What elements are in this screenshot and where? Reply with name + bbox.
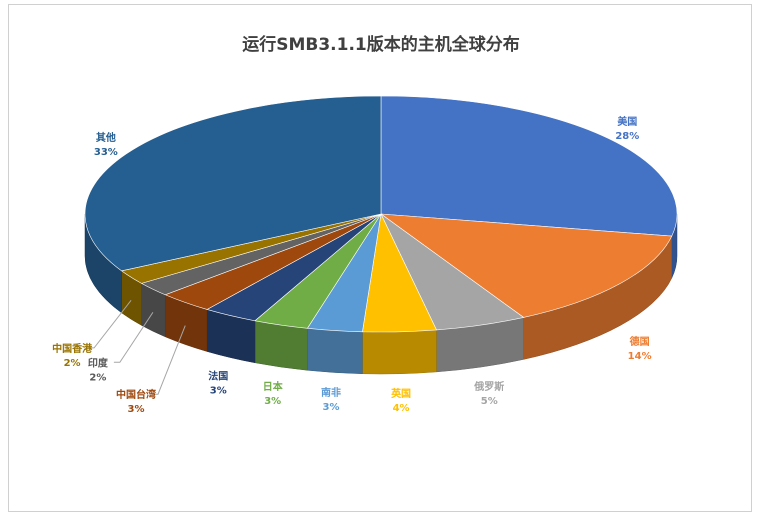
slice-value-5: 3% — [264, 396, 281, 407]
slice-value-2: 5% — [481, 396, 498, 407]
slice-value-9: 2% — [64, 358, 81, 369]
slice-label-2: 俄罗斯 — [473, 380, 504, 393]
slice-label-10: 其他 — [96, 131, 116, 144]
slice-value-6: 3% — [210, 386, 227, 397]
slice-label-9: 中国香港 — [52, 342, 93, 355]
chart-title: 运行SMB3.1.1版本的主机全球分布 — [242, 35, 520, 55]
pie-labels: 美国 28% 德国 14% 俄罗斯 5% 英国 4% 南非 3% 日本 3% 法国 3% 中国台湾 3% 印度 2… — [52, 115, 652, 415]
slice-label-4: 南非 — [321, 386, 341, 399]
pie-side-3-0 — [362, 329, 437, 375]
slice-value-1: 14% — [628, 351, 652, 362]
slice-label-5: 日本 — [263, 380, 284, 393]
leader-line-9 — [88, 300, 132, 349]
leader-line-7 — [152, 325, 186, 395]
pie-sides — [84, 213, 678, 375]
slice-value-8: 2% — [89, 372, 106, 383]
slice-value-3: 4% — [393, 403, 410, 414]
pie-tops — [84, 95, 678, 333]
slice-value-0: 28% — [615, 131, 639, 142]
slice-label-3: 英国 — [390, 387, 411, 400]
pie-slice-0 — [380, 95, 678, 237]
slice-label-7: 中国台湾 — [116, 388, 156, 401]
slice-label-1: 德国 — [629, 335, 650, 348]
slice-value-7: 3% — [128, 404, 145, 415]
pie-side-4-0 — [307, 328, 363, 375]
slice-value-10: 33% — [94, 147, 118, 158]
pie-slice-10 — [84, 95, 382, 272]
slice-label-8: 印度 — [88, 356, 109, 369]
leader-line-8 — [113, 312, 154, 363]
pie-side-5-0 — [254, 320, 308, 371]
pie-slice-1 — [379, 213, 673, 318]
slice-value-4: 3% — [322, 402, 339, 413]
slice-label-0: 美国 — [617, 115, 637, 128]
slice-label-6: 法国 — [208, 370, 228, 383]
